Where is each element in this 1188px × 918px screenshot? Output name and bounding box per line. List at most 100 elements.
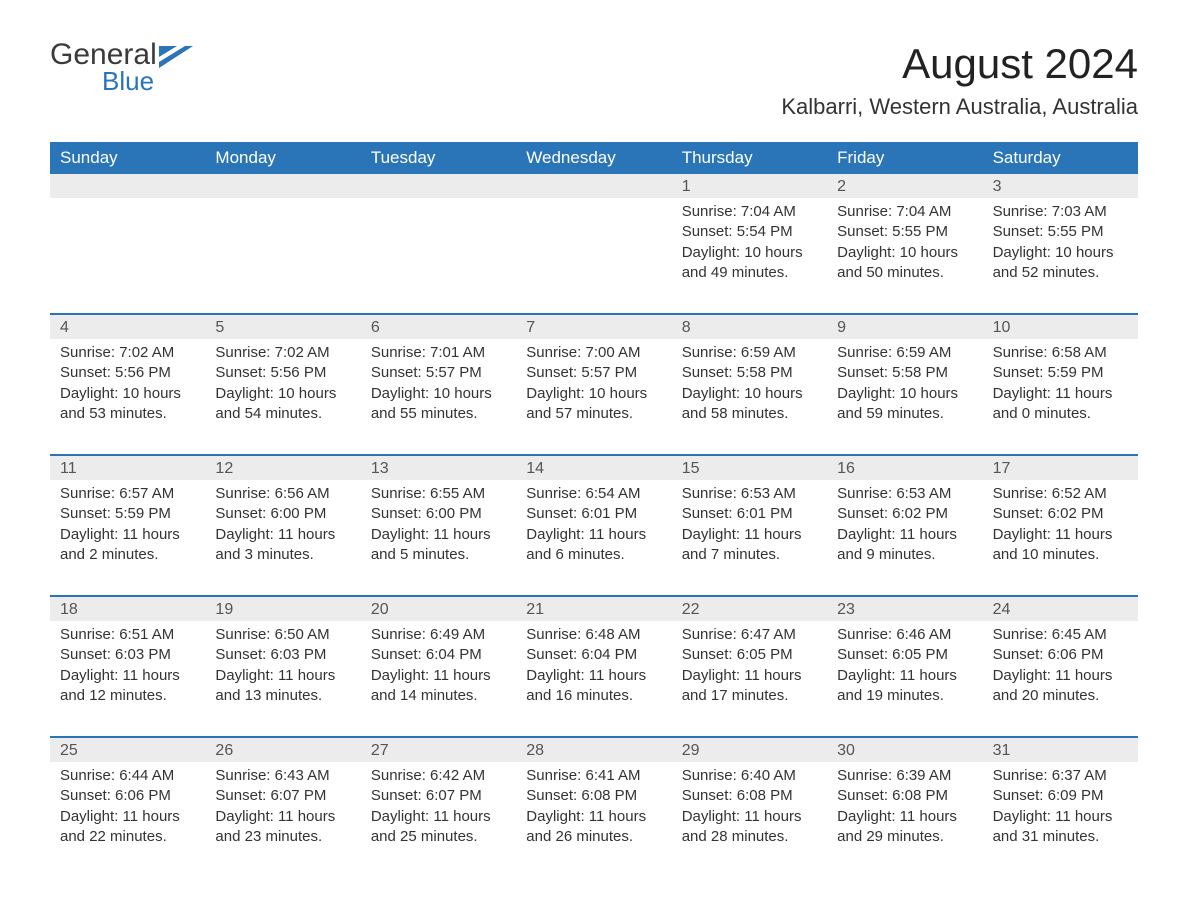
day-number: 9 — [827, 315, 982, 339]
sunset-text: Sunset: 5:56 PM — [60, 363, 195, 383]
day-cell: Sunrise: 7:02 AMSunset: 5:56 PMDaylight:… — [50, 339, 205, 450]
day-cell: Sunrise: 7:04 AMSunset: 5:54 PMDaylight:… — [672, 198, 827, 309]
day-number: 1 — [672, 174, 827, 198]
day-number: 27 — [361, 738, 516, 762]
calendar-header-row: SundayMondayTuesdayWednesdayThursdayFrid… — [50, 142, 1138, 174]
day-cell — [516, 198, 671, 309]
day-header: Sunday — [50, 142, 205, 174]
day-content-row: Sunrise: 6:44 AMSunset: 6:06 PMDaylight:… — [50, 762, 1138, 873]
sunrise-text: Sunrise: 6:41 AM — [526, 766, 661, 786]
day-number: 24 — [983, 597, 1138, 621]
sunrise-text: Sunrise: 6:44 AM — [60, 766, 195, 786]
day-number: 19 — [205, 597, 360, 621]
day-cell — [50, 198, 205, 309]
location-subtitle: Kalbarri, Western Australia, Australia — [781, 94, 1138, 120]
day-number: 31 — [983, 738, 1138, 762]
sunrise-text: Sunrise: 6:45 AM — [993, 625, 1128, 645]
day-number: 21 — [516, 597, 671, 621]
sunset-text: Sunset: 6:03 PM — [60, 645, 195, 665]
day-number: 8 — [672, 315, 827, 339]
daylight-text: Daylight: 10 hours and 54 minutes. — [215, 384, 350, 425]
day-content-row: Sunrise: 7:04 AMSunset: 5:54 PMDaylight:… — [50, 198, 1138, 309]
sunset-text: Sunset: 6:06 PM — [993, 645, 1128, 665]
day-number: 30 — [827, 738, 982, 762]
sunrise-text: Sunrise: 6:42 AM — [371, 766, 506, 786]
sunset-text: Sunset: 6:08 PM — [837, 786, 972, 806]
day-header: Monday — [205, 142, 360, 174]
day-number — [361, 174, 516, 198]
daylight-text: Daylight: 11 hours and 10 minutes. — [993, 525, 1128, 566]
day-number: 17 — [983, 456, 1138, 480]
day-cell: Sunrise: 6:54 AMSunset: 6:01 PMDaylight:… — [516, 480, 671, 591]
day-number-row: 11121314151617 — [50, 456, 1138, 480]
sunset-text: Sunset: 6:08 PM — [526, 786, 661, 806]
daylight-text: Daylight: 11 hours and 9 minutes. — [837, 525, 972, 566]
sunset-text: Sunset: 6:07 PM — [215, 786, 350, 806]
sunrise-text: Sunrise: 7:04 AM — [682, 202, 817, 222]
sunset-text: Sunset: 6:00 PM — [215, 504, 350, 524]
day-header: Thursday — [672, 142, 827, 174]
daylight-text: Daylight: 11 hours and 26 minutes. — [526, 807, 661, 848]
day-cell: Sunrise: 6:58 AMSunset: 5:59 PMDaylight:… — [983, 339, 1138, 450]
day-number: 12 — [205, 456, 360, 480]
sunset-text: Sunset: 6:03 PM — [215, 645, 350, 665]
day-cell: Sunrise: 6:47 AMSunset: 6:05 PMDaylight:… — [672, 621, 827, 732]
day-cell — [361, 198, 516, 309]
day-number: 11 — [50, 456, 205, 480]
sunrise-text: Sunrise: 7:03 AM — [993, 202, 1128, 222]
daylight-text: Daylight: 10 hours and 59 minutes. — [837, 384, 972, 425]
sunrise-text: Sunrise: 6:46 AM — [837, 625, 972, 645]
day-number: 4 — [50, 315, 205, 339]
day-cell: Sunrise: 6:50 AMSunset: 6:03 PMDaylight:… — [205, 621, 360, 732]
daylight-text: Daylight: 11 hours and 5 minutes. — [371, 525, 506, 566]
brand-text: General Blue — [50, 40, 193, 94]
day-number: 29 — [672, 738, 827, 762]
day-number: 7 — [516, 315, 671, 339]
header: General Blue August 2024 Kalbarri, Weste… — [50, 40, 1138, 134]
day-number: 26 — [205, 738, 360, 762]
sunset-text: Sunset: 5:59 PM — [993, 363, 1128, 383]
daylight-text: Daylight: 11 hours and 20 minutes. — [993, 666, 1128, 707]
day-cell: Sunrise: 6:51 AMSunset: 6:03 PMDaylight:… — [50, 621, 205, 732]
day-cell: Sunrise: 6:57 AMSunset: 5:59 PMDaylight:… — [50, 480, 205, 591]
day-cell: Sunrise: 6:43 AMSunset: 6:07 PMDaylight:… — [205, 762, 360, 873]
sunset-text: Sunset: 6:04 PM — [526, 645, 661, 665]
day-cell: Sunrise: 6:37 AMSunset: 6:09 PMDaylight:… — [983, 762, 1138, 873]
daylight-text: Daylight: 10 hours and 52 minutes. — [993, 243, 1128, 284]
sunrise-text: Sunrise: 6:53 AM — [682, 484, 817, 504]
day-content-row: Sunrise: 6:57 AMSunset: 5:59 PM Daylight:… — [50, 480, 1138, 591]
day-number: 13 — [361, 456, 516, 480]
sunrise-text: Sunrise: 6:57 AM — [60, 484, 195, 504]
sunset-text: Sunset: 5:59 PM — [60, 504, 195, 524]
day-cell — [205, 198, 360, 309]
daylight-text: Daylight: 11 hours and 13 minutes. — [215, 666, 350, 707]
day-number: 23 — [827, 597, 982, 621]
sunrise-text: Sunrise: 6:49 AM — [371, 625, 506, 645]
day-cell: Sunrise: 6:48 AMSunset: 6:04 PMDaylight:… — [516, 621, 671, 732]
day-cell: Sunrise: 6:52 AMSunset: 6:02 PMDaylight:… — [983, 480, 1138, 591]
sunrise-text: Sunrise: 6:52 AM — [993, 484, 1128, 504]
sunrise-text: Sunrise: 6:58 AM — [993, 343, 1128, 363]
sunrise-text: Sunrise: 6:50 AM — [215, 625, 350, 645]
day-header: Friday — [827, 142, 982, 174]
daylight-text: Daylight: 11 hours and 12 minutes. — [60, 666, 195, 707]
sunrise-text: Sunrise: 6:59 AM — [837, 343, 972, 363]
sunrise-text: Sunrise: 6:43 AM — [215, 766, 350, 786]
daylight-text: Daylight: 11 hours and 17 minutes. — [682, 666, 817, 707]
day-content-row: Sunrise: 6:51 AMSunset: 6:03 PMDaylight:… — [50, 621, 1138, 732]
sunset-text: Sunset: 6:08 PM — [682, 786, 817, 806]
day-number: 14 — [516, 456, 671, 480]
day-number: 6 — [361, 315, 516, 339]
title-block: August 2024 Kalbarri, Western Australia,… — [781, 40, 1138, 134]
day-number: 16 — [827, 456, 982, 480]
day-cell: Sunrise: 7:03 AMSunset: 5:55 PMDaylight:… — [983, 198, 1138, 309]
sunset-text: Sunset: 5:56 PM — [215, 363, 350, 383]
day-number — [205, 174, 360, 198]
daylight-text: Daylight: 11 hours and 25 minutes. — [371, 807, 506, 848]
day-cell: Sunrise: 6:45 AMSunset: 6:06 PMDaylight:… — [983, 621, 1138, 732]
day-cell: Sunrise: 6:53 AMSunset: 6:02 PMDaylight:… — [827, 480, 982, 591]
day-cell: Sunrise: 6:53 AMSunset: 6:01 PMDaylight:… — [672, 480, 827, 591]
calendar-body: 1 23 Sunrise: 7:04 AMSunset: 5:54 PMDaylig… — [50, 174, 1138, 873]
sunset-text: Sunset: 5:57 PM — [526, 363, 661, 383]
sunset-text: Sunset: 6:01 PM — [682, 504, 817, 524]
